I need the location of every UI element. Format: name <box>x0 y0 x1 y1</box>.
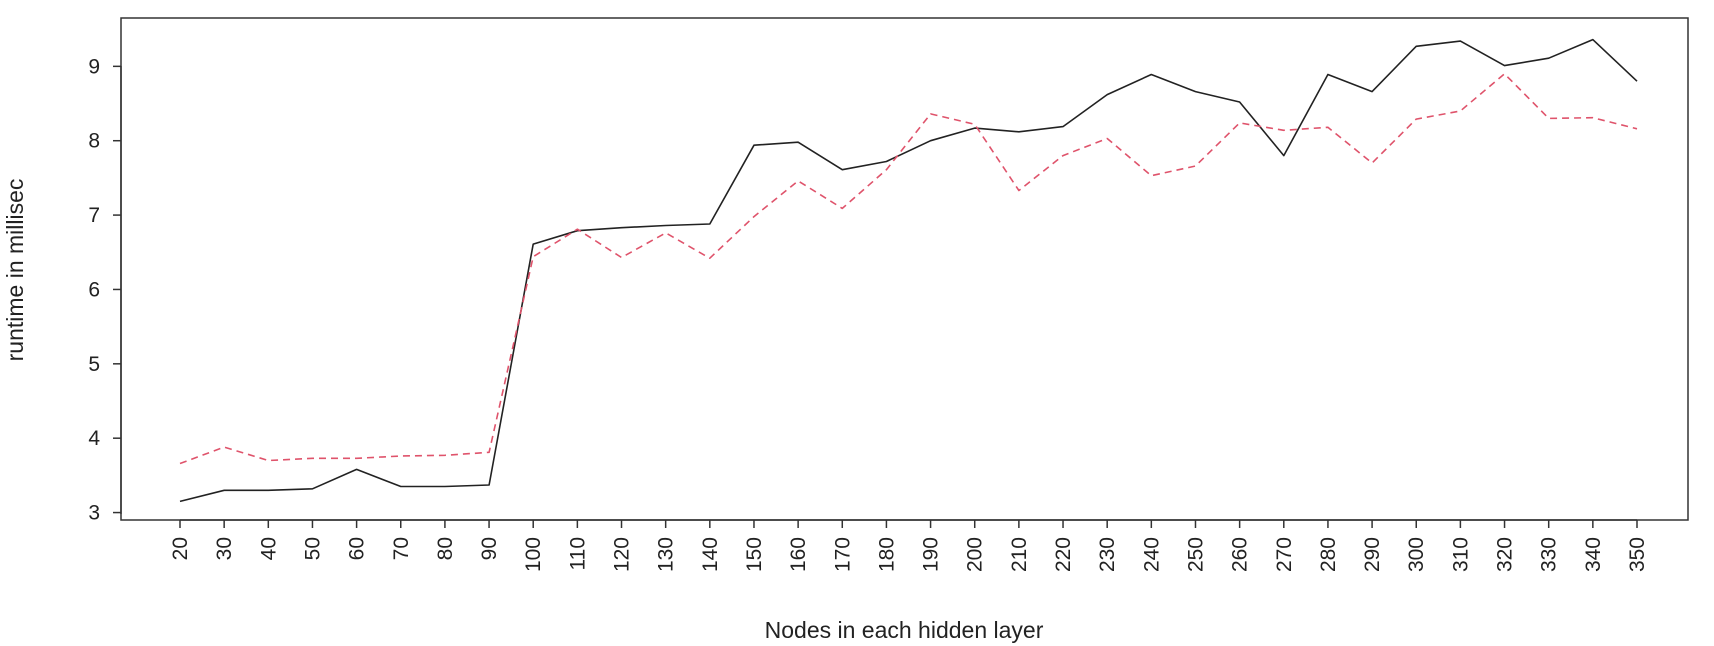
y-axis-ticks: 3 4 5 6 7 8 9 <box>88 55 121 525</box>
x-tick-label: 60 <box>346 537 369 560</box>
x-tick-label: 250 <box>1184 537 1207 572</box>
x-tick-label: 340 <box>1582 537 1605 572</box>
x-tick-label: 240 <box>1140 537 1163 572</box>
x-tick-label: 140 <box>699 537 722 572</box>
y-tick-label: 4 <box>88 427 100 450</box>
x-tick-label: 330 <box>1538 537 1561 572</box>
x-tick-label: 160 <box>787 537 810 572</box>
x-tick-label: 290 <box>1361 537 1384 572</box>
x-tick-label: 70 <box>390 537 413 560</box>
x-axis-ticks: 20 30 40 50 60 70 80 90 100 110 120 130 140 150 160 170… <box>169 520 1649 572</box>
y-axis-label: runtime in millisec <box>2 179 28 362</box>
x-tick-label: 80 <box>434 537 457 560</box>
x-tick-label: 130 <box>655 537 678 572</box>
x-tick-label: 310 <box>1449 537 1472 572</box>
x-tick-label: 190 <box>920 537 943 572</box>
x-tick-label: 40 <box>257 537 280 560</box>
x-tick-label: 280 <box>1317 537 1340 572</box>
x-axis-label: Nodes in each hidden layer <box>765 617 1044 643</box>
series-layer <box>179 38 1638 503</box>
x-tick-label: 90 <box>478 537 501 560</box>
x-tick-label: 120 <box>611 537 634 572</box>
plot-frame <box>120 17 1689 521</box>
y-tick-label: 9 <box>88 55 100 78</box>
y-tick-label: 6 <box>88 278 100 301</box>
x-tick-label: 260 <box>1229 537 1252 572</box>
x-tick-label: 180 <box>875 537 898 572</box>
y-tick-label: 8 <box>88 130 100 153</box>
x-tick-label: 270 <box>1273 537 1296 572</box>
x-tick-label: 350 <box>1626 537 1649 572</box>
x-tick-label: 200 <box>964 537 987 572</box>
x-tick-label: 230 <box>1096 537 1119 572</box>
x-tick-label: 320 <box>1494 537 1517 572</box>
series-2-line <box>179 73 1638 465</box>
x-tick-label: 100 <box>522 537 545 572</box>
y-tick-label: 5 <box>88 353 100 376</box>
y-tick-label: 7 <box>88 204 100 227</box>
x-tick-label: 210 <box>1008 537 1031 572</box>
x-tick-label: 170 <box>831 537 854 572</box>
x-tick-label: 110 <box>566 537 589 570</box>
y-tick-label: 3 <box>88 502 100 525</box>
x-tick-label: 20 <box>169 537 192 560</box>
x-tick-label: 220 <box>1052 537 1075 572</box>
series-1-line <box>179 38 1638 503</box>
x-tick-label: 300 <box>1405 537 1428 572</box>
x-tick-label: 50 <box>301 537 324 560</box>
x-tick-label: 150 <box>743 537 766 572</box>
x-tick-label: 30 <box>213 537 236 560</box>
